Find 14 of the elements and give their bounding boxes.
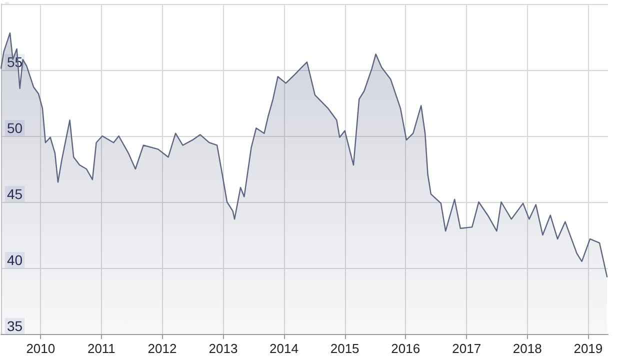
y-tick-label: 40 [7,252,23,268]
y-tick-label: 45 [7,186,23,202]
x-tick-label: 2016 [391,341,420,356]
y-tick-label: 35 [7,318,23,334]
x-tick-label: 2011 [87,341,116,356]
y-tick-label: 50 [7,120,23,136]
x-tick-label: 2015 [330,341,360,356]
x-tick-label: 2012 [148,341,177,356]
x-tick-label: 2010 [26,341,56,356]
x-tick-label: 2017 [452,341,482,356]
x-tick-label: 2018 [512,341,542,356]
x-tick-label: 2013 [208,341,238,356]
x-tick-label: 2019 [574,341,603,356]
x-tick-label: 2014 [270,341,298,356]
